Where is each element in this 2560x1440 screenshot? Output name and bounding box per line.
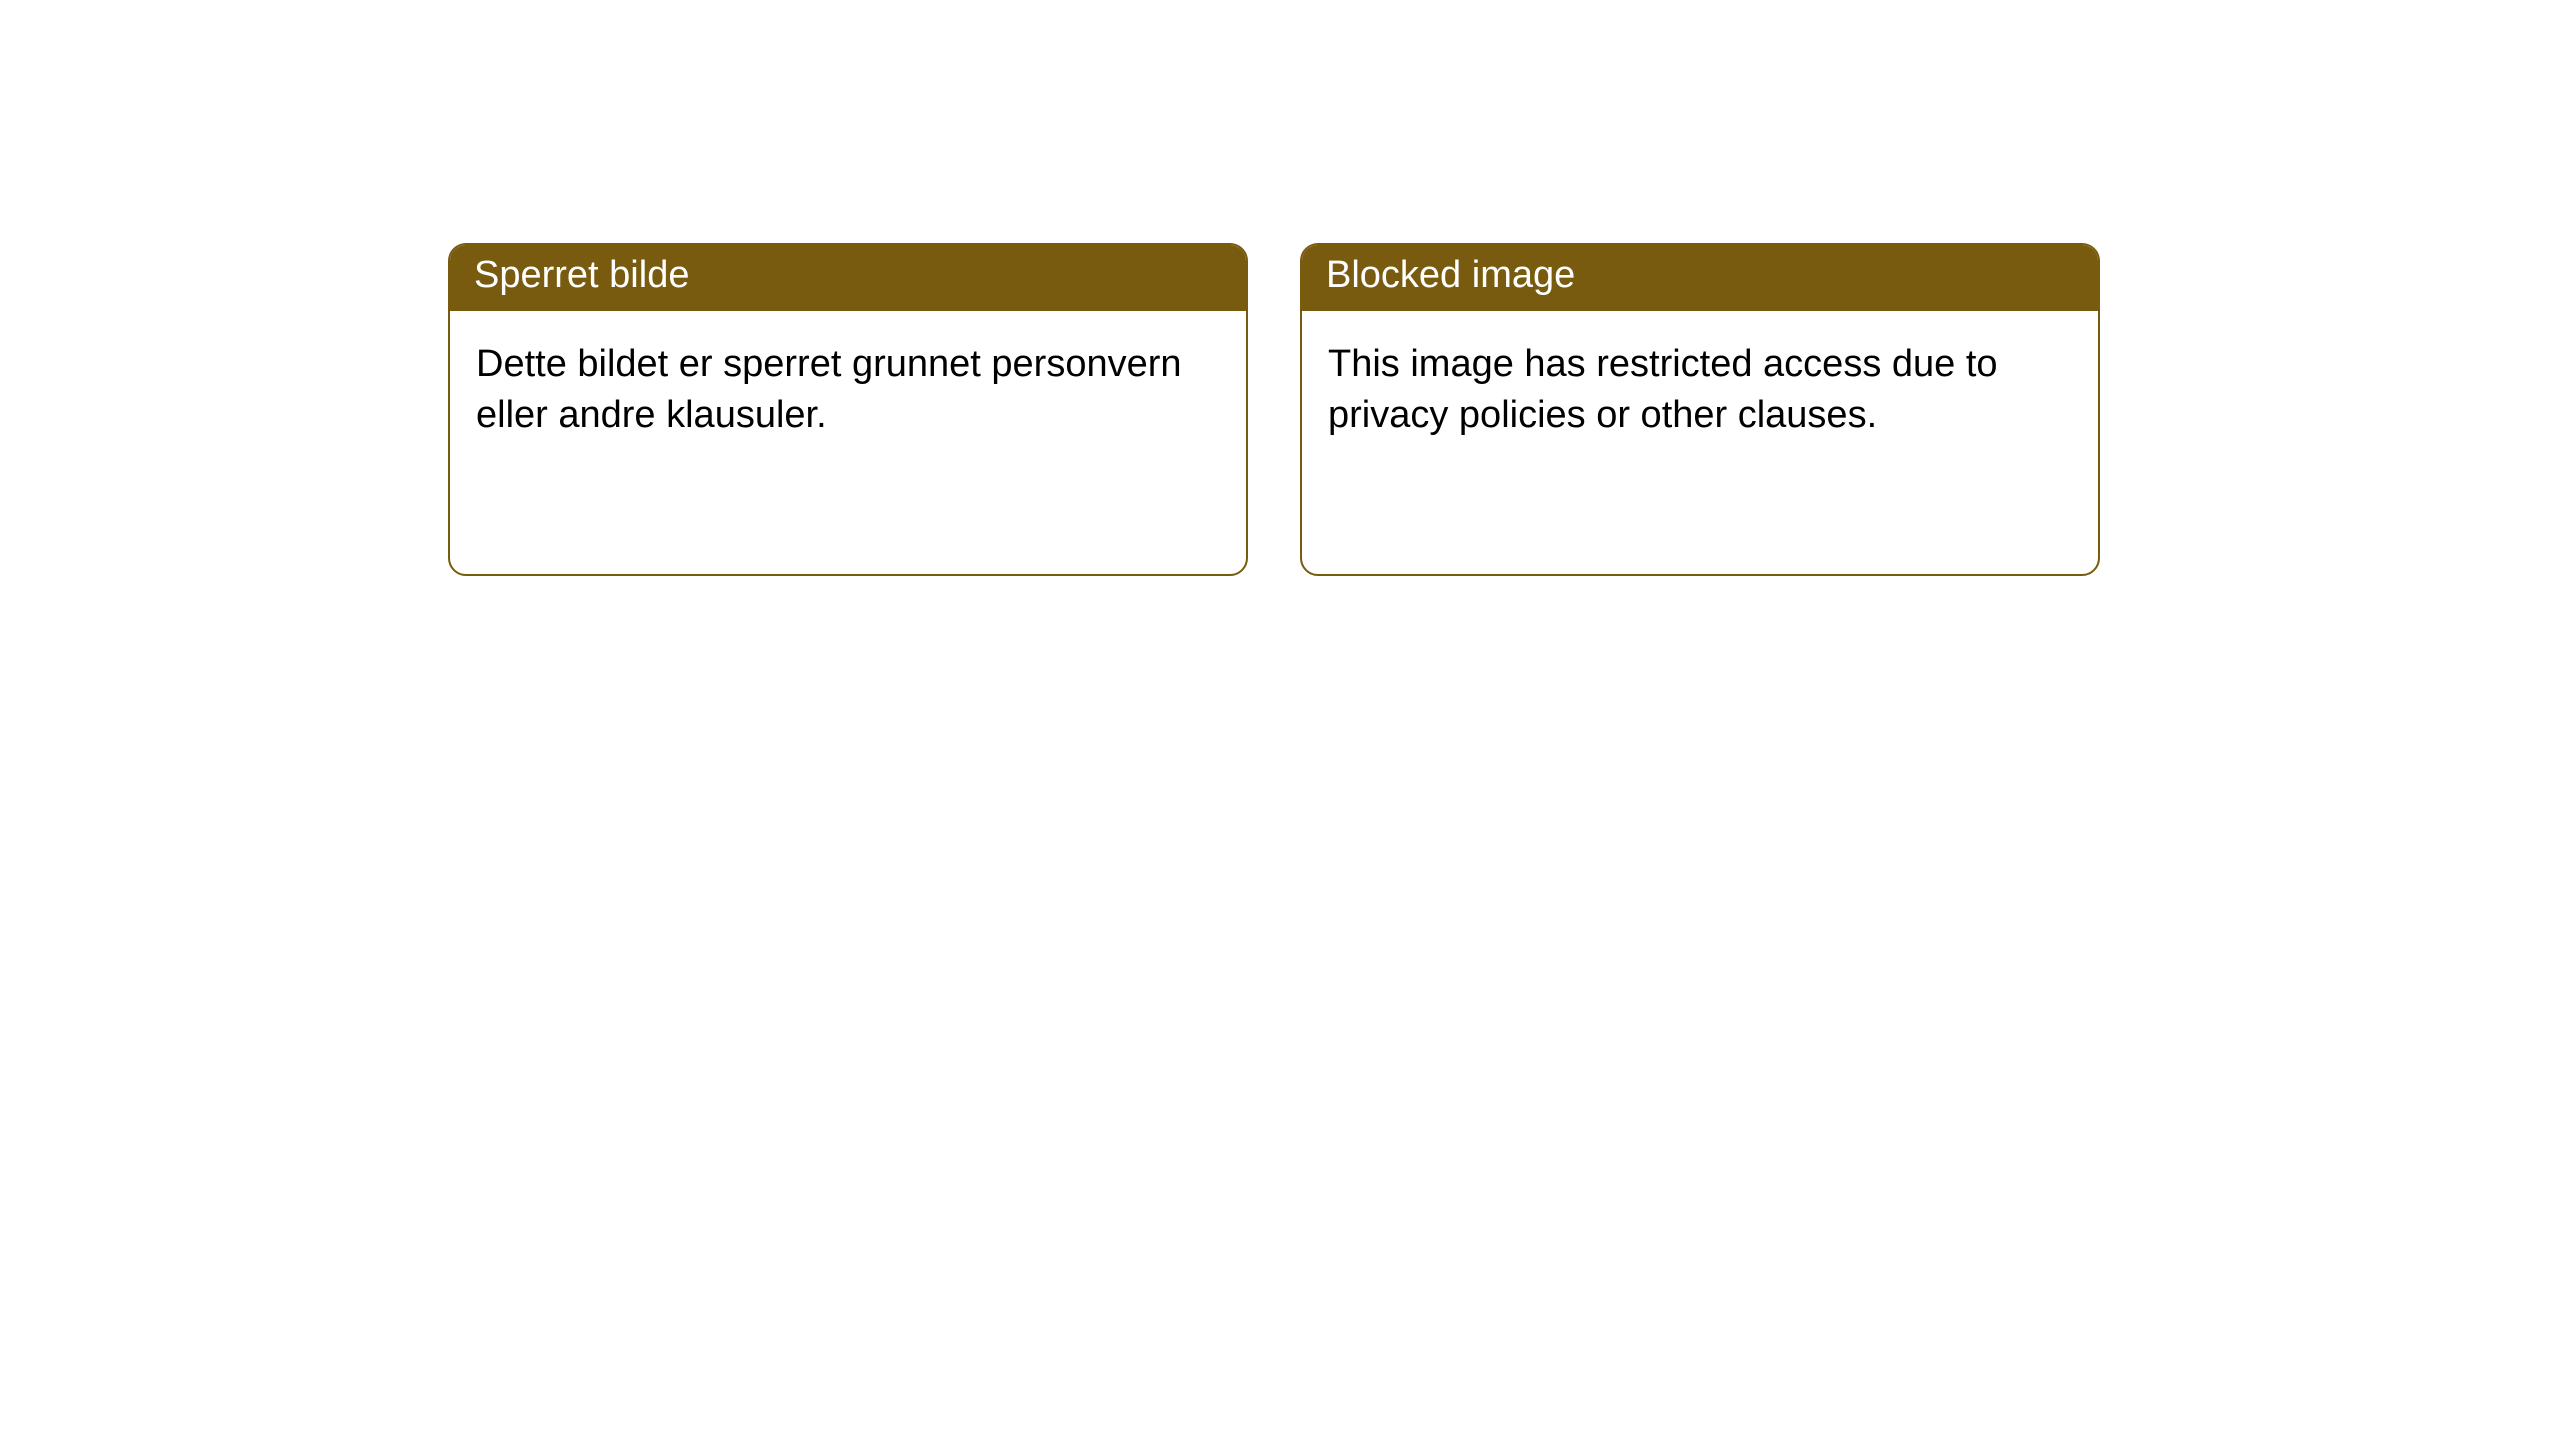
notice-box-english: Blocked image This image has restricted … [1300,243,2100,576]
notice-body-english: This image has restricted access due to … [1302,311,2098,470]
notice-box-norwegian: Sperret bilde Dette bildet er sperret gr… [448,243,1248,576]
notice-container: Sperret bilde Dette bildet er sperret gr… [0,0,2560,576]
notice-title-english: Blocked image [1302,245,2098,311]
notice-body-norwegian: Dette bildet er sperret grunnet personve… [450,311,1246,470]
notice-title-norwegian: Sperret bilde [450,245,1246,311]
